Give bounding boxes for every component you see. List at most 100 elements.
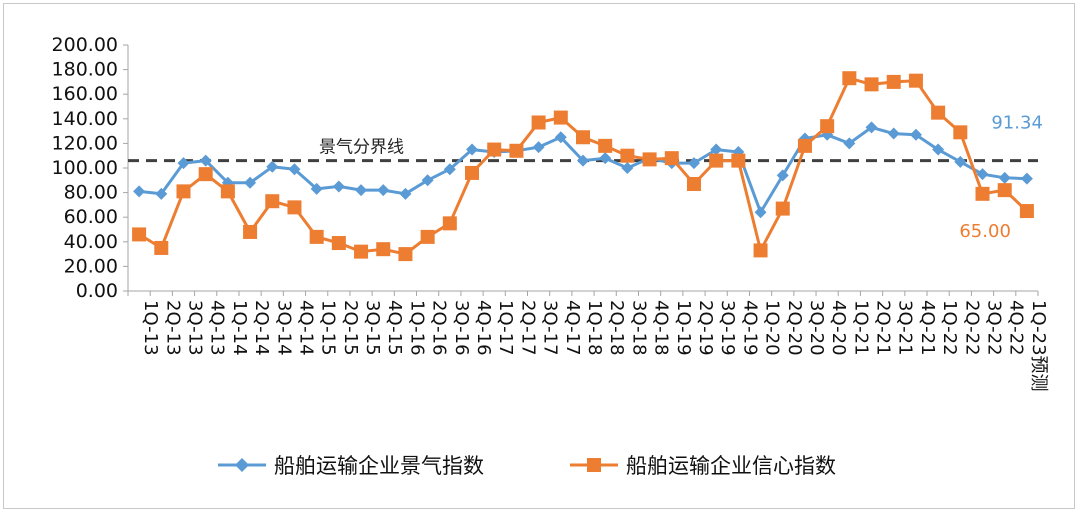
- legend-diamond-icon: [235, 458, 249, 472]
- data-point-square: [309, 229, 324, 244]
- data-point-diamond: [954, 155, 967, 168]
- data-point-diamond: [355, 184, 368, 197]
- y-tick-label: 60.00: [64, 206, 118, 228]
- data-point-square: [842, 71, 857, 86]
- data-point-square: [642, 152, 657, 167]
- data-point-square: [132, 227, 147, 242]
- x-tick-label: 4Q-19: [739, 300, 760, 356]
- data-point-diamond: [932, 143, 945, 156]
- value-annotation: 65.00: [959, 221, 1011, 242]
- y-tick-label: 20.00: [64, 255, 118, 277]
- y-tick-label: 200.00: [52, 34, 118, 56]
- x-tick-label: 3Q-19: [717, 300, 738, 356]
- data-point-diamond: [909, 128, 922, 141]
- series-group: [132, 71, 1034, 262]
- data-point-square: [487, 142, 502, 157]
- data-point-diamond: [399, 187, 412, 200]
- data-point-square: [176, 184, 191, 199]
- data-point-square: [709, 153, 724, 168]
- data-point-diamond: [887, 127, 900, 140]
- x-tick-label: 1Q-19: [673, 300, 694, 356]
- x-tick-label: 2Q-14: [251, 300, 272, 356]
- x-tick-label: 1Q-22: [939, 300, 960, 356]
- data-point-diamond: [532, 141, 545, 154]
- x-tick-label: 1Q-13: [140, 300, 161, 356]
- x-tick-label: 2Q-20: [784, 300, 805, 356]
- x-tick-label: 3Q-13: [184, 300, 205, 356]
- x-tick-label: 3Q-20: [806, 300, 827, 356]
- data-point-square: [531, 115, 546, 130]
- data-point-diamond: [377, 184, 390, 197]
- data-point-square: [287, 200, 302, 215]
- data-point-diamond: [466, 143, 479, 156]
- data-point-diamond: [776, 169, 789, 182]
- y-tick-label: 140.00: [52, 108, 118, 130]
- data-point-square: [442, 216, 457, 231]
- x-tick-label: 4Q-15: [384, 300, 405, 356]
- x-tick-label: 4Q-16: [473, 300, 494, 356]
- boundary-line-label: 景气分界线: [319, 138, 404, 158]
- legend-label: 船舶运输企业信心指数: [626, 454, 836, 478]
- data-point-diamond: [266, 160, 279, 173]
- chart-frame: 0.00 20.00 40.00 60.00 80.00 100.00 120.00 140.…: [3, 3, 1075, 509]
- x-tick-label: 4Q-17: [562, 300, 583, 356]
- data-point-square: [953, 125, 968, 140]
- data-point-square: [797, 138, 812, 153]
- data-point-diamond: [310, 182, 323, 195]
- data-point-diamond: [843, 137, 856, 150]
- data-point-square: [220, 184, 235, 199]
- data-point-diamond: [621, 162, 634, 174]
- data-point-diamond: [710, 143, 723, 156]
- data-point-square: [154, 240, 169, 255]
- data-point-diamond: [599, 152, 612, 165]
- legend-label: 船舶运输企业景气指数: [274, 454, 484, 478]
- data-point-square: [420, 229, 435, 244]
- data-point-square: [509, 143, 524, 158]
- y-tick-label: 180.00: [52, 59, 118, 81]
- y-tick-label: 120.00: [52, 132, 118, 154]
- value-annotation: 91.34: [991, 113, 1043, 134]
- x-tick-label: 3Q-16: [451, 300, 472, 356]
- annotations: 91.34 65.00: [959, 113, 1043, 242]
- data-point-square: [731, 153, 746, 168]
- data-point-diamond: [443, 163, 456, 176]
- x-axis: 1Q-13 2Q-13 3Q-13 4Q-13 1Q-14 2Q-14 3Q-14 4Q-14…: [127, 290, 1049, 392]
- data-point-square: [820, 119, 835, 134]
- data-point-square: [598, 138, 613, 153]
- data-point-square: [553, 110, 568, 125]
- x-tick-label: 1Q-14: [229, 300, 250, 356]
- x-tick-label: 4Q-21: [917, 300, 938, 356]
- y-tick-label: 100.00: [52, 157, 118, 179]
- data-point-diamond: [554, 131, 567, 144]
- data-point-diamond: [133, 185, 146, 198]
- x-tick-label: 2Q-16: [429, 300, 450, 356]
- x-tick-label: 2Q-13: [162, 300, 183, 356]
- x-tick-label: 1Q-16: [406, 300, 427, 356]
- x-tick-label: 1Q-21: [850, 300, 871, 356]
- data-point-square: [997, 183, 1012, 198]
- data-point-square: [376, 242, 391, 257]
- x-tick-label: 2Q-22: [961, 300, 982, 356]
- data-point-diamond: [199, 154, 212, 167]
- x-tick-label: 4Q-20: [828, 300, 849, 356]
- data-point-square: [576, 130, 590, 145]
- legend-square-icon: [587, 458, 601, 472]
- data-point-diamond: [177, 157, 190, 170]
- data-point-diamond: [332, 180, 345, 193]
- x-tick-label: 1Q-15: [318, 300, 339, 356]
- x-tick-label: 2Q-17: [517, 300, 538, 356]
- data-point-diamond: [577, 154, 589, 167]
- x-tick-label: 3Q-15: [362, 300, 383, 356]
- x-tick-label: 2Q-15: [340, 300, 361, 356]
- data-point-square: [265, 194, 280, 209]
- data-point-square: [331, 236, 346, 251]
- data-point-square: [686, 176, 701, 191]
- data-point-diamond: [155, 187, 168, 200]
- data-point-square: [775, 201, 790, 216]
- x-tick-label: 4Q-14: [295, 300, 316, 356]
- y-tick-label: 40.00: [64, 231, 118, 253]
- data-point-diamond: [288, 163, 301, 176]
- x-tick-label: 1Q-23预测: [1028, 300, 1049, 392]
- data-point-diamond: [421, 174, 434, 187]
